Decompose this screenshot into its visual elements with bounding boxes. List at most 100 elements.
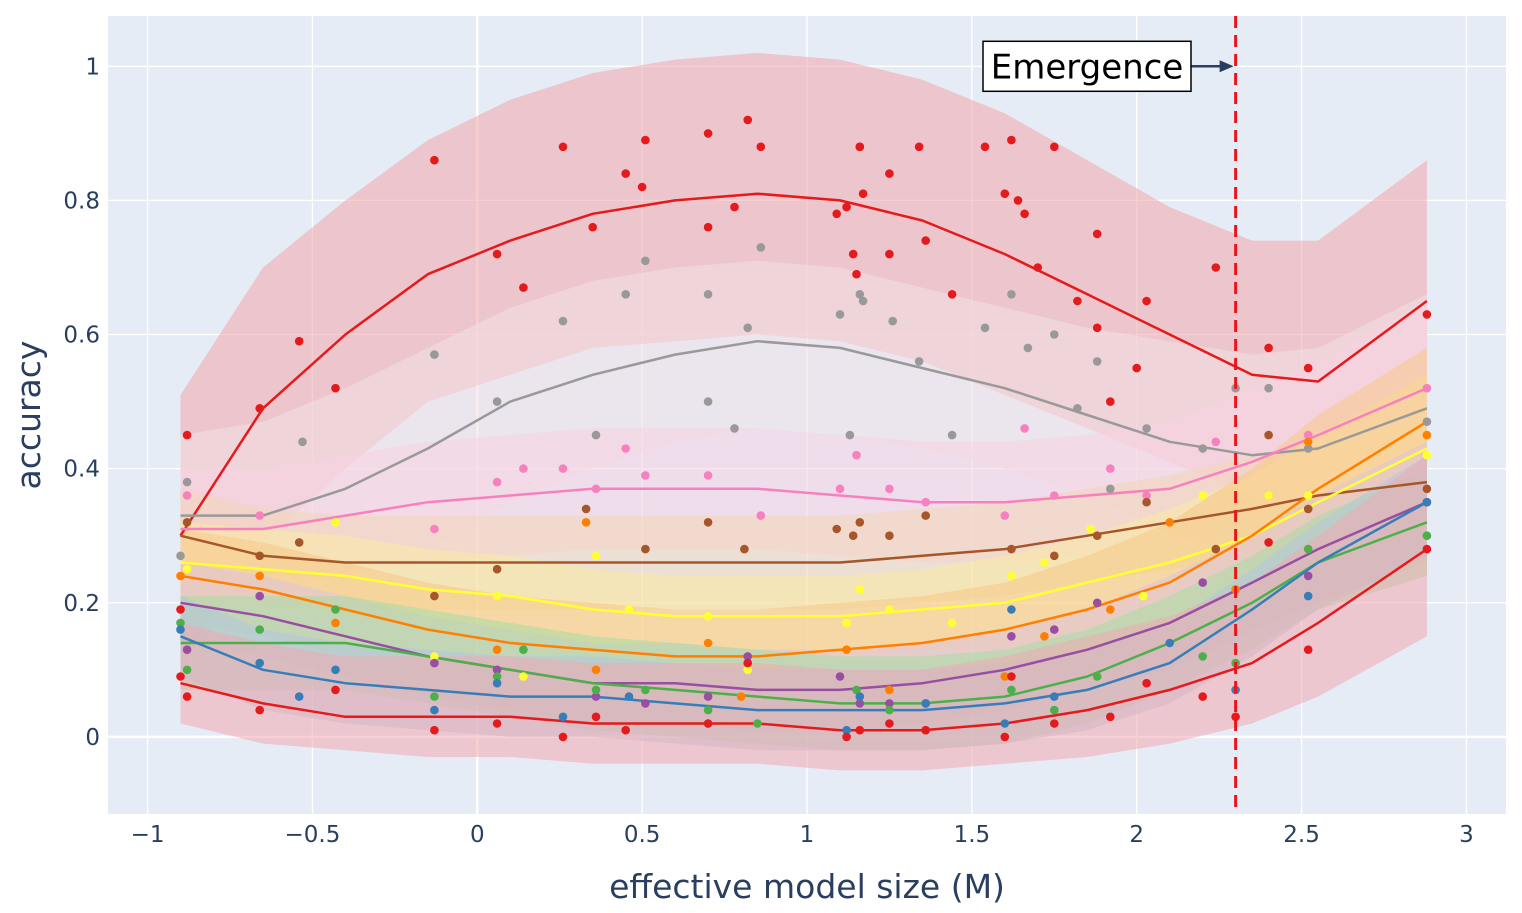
data-point — [591, 685, 601, 695]
x-tick-label: 3 — [1459, 822, 1474, 848]
data-point — [1198, 692, 1207, 701]
data-point — [1073, 404, 1082, 413]
data-point — [703, 290, 713, 299]
data-point — [842, 202, 851, 212]
x-axis-title: effective model size (M) — [609, 867, 1005, 906]
data-point — [1422, 383, 1432, 393]
data-point — [430, 725, 439, 735]
data-point — [740, 544, 749, 554]
y-tick-label: 0.4 — [63, 457, 100, 483]
data-point — [1422, 417, 1432, 427]
data-point — [1020, 209, 1029, 219]
data-point — [591, 484, 601, 494]
data-point — [1013, 196, 1023, 205]
data-point — [980, 323, 990, 333]
data-point — [1142, 678, 1151, 688]
data-point — [703, 719, 713, 728]
data-point — [835, 672, 845, 681]
data-point — [492, 564, 502, 574]
series-lines — [179, 192, 1428, 732]
data-point — [591, 712, 601, 722]
data-point — [730, 424, 739, 433]
data-point — [1092, 672, 1102, 681]
data-point — [1000, 672, 1010, 681]
data-point — [1106, 484, 1115, 494]
series-line-7 — [180, 521, 1428, 705]
data-point — [1007, 605, 1016, 614]
data-point — [1007, 571, 1016, 581]
data-point — [331, 518, 340, 527]
x-tick-label: 0 — [470, 822, 485, 848]
data-point — [858, 189, 868, 198]
data-point — [842, 725, 851, 735]
data-point — [1050, 491, 1059, 500]
data-point — [1092, 531, 1102, 540]
data-point — [430, 705, 439, 715]
series-line-9 — [180, 548, 1428, 732]
data-point — [182, 692, 192, 701]
data-point — [835, 310, 845, 319]
data-point — [1211, 437, 1221, 447]
data-point — [1050, 719, 1059, 728]
data-point — [641, 544, 650, 554]
data-point — [756, 142, 766, 152]
data-point — [492, 477, 502, 487]
data-point — [947, 290, 957, 299]
confidence-band-9 — [180, 455, 1427, 771]
data-point — [858, 296, 868, 306]
data-point — [558, 316, 568, 326]
y-axis-title: accuracy — [9, 341, 48, 490]
data-point — [255, 511, 264, 520]
data-point — [921, 699, 930, 708]
data-point — [1007, 685, 1016, 695]
y-tick-label: 0.2 — [63, 591, 100, 617]
data-point — [1422, 497, 1432, 507]
data-point — [1264, 491, 1273, 500]
data-point — [980, 142, 990, 152]
data-point — [519, 672, 528, 681]
data-point — [331, 665, 340, 675]
series-line-5 — [180, 420, 1428, 658]
data-point — [1092, 323, 1102, 333]
data-point — [736, 692, 746, 701]
data-points — [176, 115, 1432, 742]
x-tick-label: −0.5 — [284, 822, 340, 848]
data-point — [298, 437, 307, 447]
data-point — [947, 618, 957, 628]
data-point — [855, 290, 865, 299]
data-point — [641, 471, 650, 480]
emergence-arrowhead-icon — [1219, 60, 1234, 73]
data-point — [641, 699, 650, 708]
data-point — [885, 605, 894, 614]
data-point — [1422, 310, 1432, 319]
data-point — [255, 625, 264, 634]
x-tick-label: −1 — [131, 822, 165, 848]
data-point — [621, 169, 630, 178]
data-point — [621, 725, 630, 735]
series-line-4 — [180, 447, 1428, 618]
data-point — [1422, 531, 1432, 540]
data-point — [832, 209, 841, 219]
series-line-2 — [180, 387, 1428, 531]
data-point — [855, 692, 865, 701]
data-point — [1303, 437, 1313, 447]
data-point — [558, 142, 568, 152]
data-point — [743, 115, 752, 125]
data-point — [430, 658, 439, 668]
data-point — [885, 169, 894, 178]
y-tick-label: 0 — [85, 725, 100, 751]
data-point — [430, 524, 439, 534]
data-point — [1023, 343, 1033, 353]
data-point — [581, 504, 591, 514]
data-point — [1000, 732, 1010, 742]
data-point — [519, 645, 528, 654]
x-tick-label: 1.5 — [954, 822, 991, 848]
data-point — [641, 135, 650, 145]
data-point — [1000, 511, 1010, 520]
data-point — [492, 397, 502, 406]
data-point — [835, 484, 845, 494]
data-point — [176, 625, 185, 634]
data-point — [703, 397, 713, 406]
data-point — [1086, 524, 1095, 534]
